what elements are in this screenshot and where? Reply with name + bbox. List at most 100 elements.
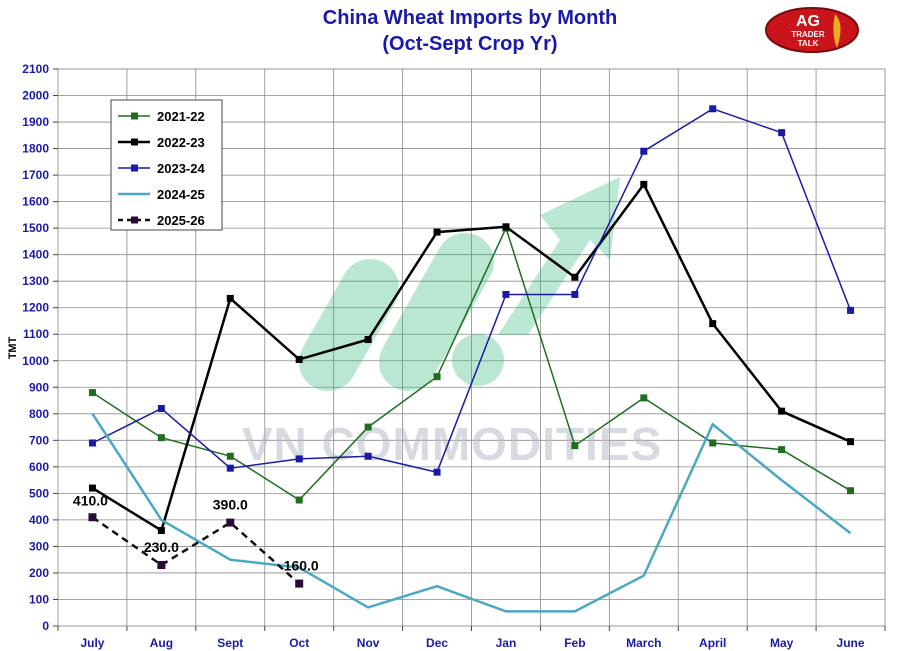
x-tick-label: June [837,636,865,650]
data-label: 390.0 [213,497,248,513]
x-tick-label: May [770,636,794,650]
watermark-text: VN COMMODITIES [242,418,662,470]
data-point-2021-22 [433,373,441,381]
data-point-2023-24 [640,147,648,155]
y-tick-label: 300 [29,539,49,553]
data-point-2022-23 [88,484,96,492]
watermark-arrow-icon [498,177,620,335]
y-tick-label: 1600 [22,195,49,209]
data-point-2021-22 [847,487,855,495]
series-line-2022-23 [91,182,852,533]
x-tick-label: Feb [564,636,585,650]
data-label: 410.0 [73,492,108,508]
data-point-2021-22 [295,496,303,504]
x-tick-label: Aug [150,636,173,650]
data-point-2023-24 [571,290,579,298]
y-tick-label: 2100 [22,62,49,76]
y-tick-label: 400 [29,513,49,527]
legend: 2021-22 2022-23 2023-24 2024-25 2025-26 [118,109,205,228]
data-point-2023-24 [778,129,786,137]
y-tick-label: 600 [29,460,49,474]
data-point-2021-22 [157,434,165,442]
data-point-2022-23 [502,223,510,231]
y-tick-label: 100 [29,592,49,606]
legend-box [110,99,223,231]
data-point-2023-24 [364,452,372,460]
x-tick-label: April [699,636,726,650]
chart-title: China Wheat Imports by Month [323,7,617,29]
data-point-2025-26 [157,560,166,569]
series-line-2024-25 [91,413,852,613]
x-axis: July Aug Sept Oct Nov Dec Jan Feb March April May J… [57,626,886,650]
x-tick-label: Dec [426,636,448,650]
legend-label-2021-22: 2021-22 [157,109,205,124]
legend-marker-2023-24 [131,164,138,172]
series-lines [88,105,855,613]
data-point-2025-26 [88,513,97,522]
data-point-2023-24 [157,405,165,413]
data-point-2023-24 [433,468,441,476]
data-point-2021-22 [709,439,717,447]
y-tick-label: 500 [29,486,49,500]
data-point-2023-24 [502,290,510,298]
y-tick-label: 1800 [22,142,49,156]
data-point-2023-24 [295,455,303,463]
y-tick-label: 1700 [22,168,49,182]
data-point-2021-22 [88,389,96,397]
data-point-2023-24 [88,439,96,447]
data-label: 230.0 [144,539,179,555]
data-labels: 410.0 230.0 390.0 160.0 [73,492,319,573]
legend-label-2022-23: 2022-23 [157,135,205,150]
legend-label-2024-25: 2024-25 [157,187,205,202]
data-point-2023-24 [709,105,717,113]
series-line-2021-22 [92,226,851,501]
y-axis: 0 100 200 300 400 500 600 700 800 900 1000 1100 1200… [22,62,58,633]
legend-label-2025-26: 2025-26 [157,213,205,228]
x-tick-label: July [80,636,104,650]
watermark-dot [452,334,504,386]
data-point-2022-23 [847,438,855,446]
data-point-2021-22 [640,394,648,402]
y-tick-label: 700 [29,433,49,447]
legend-label-2023-24: 2023-24 [157,161,205,176]
logo-line2: TRADER [791,30,825,39]
legend-marker-2022-23 [131,138,138,146]
gridlines [58,69,885,626]
x-tick-label: Sept [217,636,243,650]
chart-subtitle: (Oct-Sept Crop Yr) [382,33,557,55]
y-tick-label: 900 [29,380,49,394]
data-point-2022-23 [295,355,303,363]
y-tick-label: 1300 [22,274,49,288]
data-point-2023-24 [226,464,234,472]
data-point-2023-24 [847,306,855,314]
x-tick-label: March [626,636,661,650]
data-point-2021-22 [778,446,786,454]
data-label: 160.0 [284,558,319,574]
y-tick-label: 0 [42,619,49,633]
ag-trader-talk-logo: AG TRADER TALK [765,7,859,53]
data-point-2022-23 [157,527,165,535]
data-point-2021-22 [571,442,579,450]
logo-line1: AG [796,13,820,30]
y-axis-label: TMT [7,336,19,359]
x-tick-label: Oct [289,636,309,650]
legend-marker-2025-26 [131,216,138,224]
watermark-bar-1 [299,259,399,391]
wheat-icon [833,14,841,48]
y-tick-label: 200 [29,566,49,580]
data-point-2025-26 [295,579,304,588]
y-tick-label: 1200 [22,301,49,315]
series-line-2023-24 [92,107,852,474]
y-tick-label: 1900 [22,115,49,129]
x-tick-label: Nov [357,636,380,650]
data-point-2022-23 [778,407,786,415]
data-point-2021-22 [364,423,372,431]
y-tick-label: 1100 [23,327,49,341]
legend-marker-2021-22 [131,112,138,120]
data-point-2021-22 [226,452,234,460]
watermark-bar-2 [379,233,494,391]
logo-line3: TALK [798,39,819,48]
y-tick-label: 800 [29,407,49,421]
data-point-2022-23 [571,273,579,281]
